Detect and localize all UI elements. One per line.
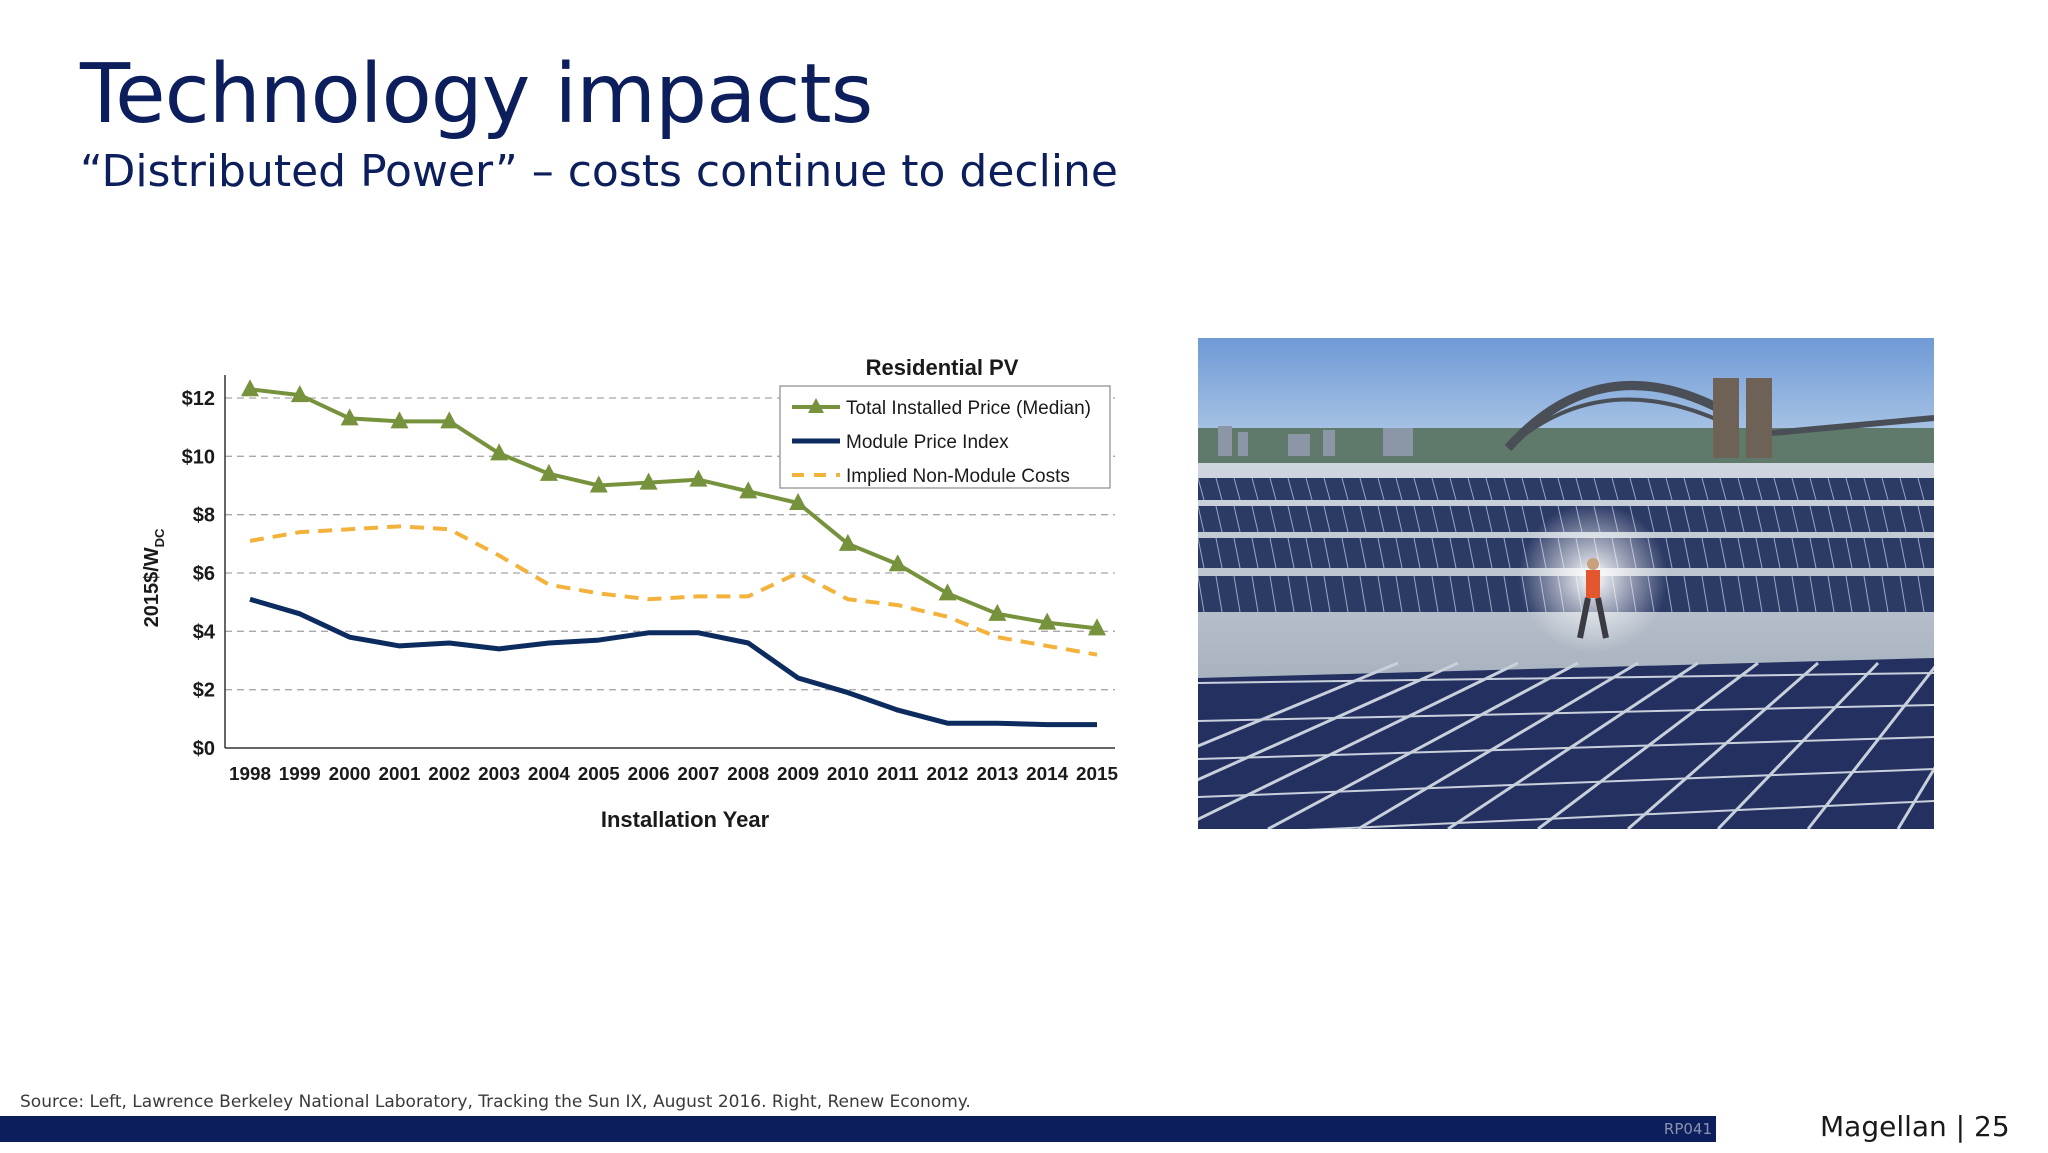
- x-tick-labels: 1998 1999 2000 2001 2002 2003 2004 2005 2006 2007…: [229, 764, 1118, 784]
- solar-panels-photo: [1198, 338, 1934, 829]
- worker-figure: [1577, 558, 1609, 639]
- y-tick-label: $10: [182, 446, 215, 468]
- y-tick-label: $4: [193, 621, 216, 643]
- x-tick-label: 2005: [578, 764, 620, 784]
- y-tick-label: $12: [182, 388, 215, 410]
- data-point: [290, 385, 309, 403]
- x-tick-label: 2010: [827, 764, 869, 784]
- slide-title: Technology impacts: [80, 47, 873, 142]
- x-tick-label: 2008: [727, 764, 769, 784]
- data-point: [938, 583, 957, 601]
- series-line: [249, 596, 1097, 728]
- legend-label: Total Installed Price (Median): [846, 398, 1091, 419]
- data-point: [888, 554, 907, 572]
- y-tick-label: $0: [193, 738, 215, 760]
- x-tick-label: 2003: [478, 764, 520, 784]
- x-tick-label: 1998: [229, 764, 271, 784]
- data-point: [838, 533, 857, 551]
- data-point: [739, 481, 758, 499]
- chart-axes: [224, 375, 1115, 749]
- legend-label: Module Price Index: [846, 432, 1009, 453]
- series-line: [249, 524, 1098, 657]
- slide-subtitle: “Distributed Power” – costs continue to …: [80, 146, 1118, 197]
- chart-series: [241, 379, 1106, 728]
- footer-bar: RP041: [0, 1116, 1716, 1142]
- data-point: [639, 472, 658, 490]
- footer-code: RP041: [1663, 1120, 1712, 1138]
- x-tick-label: 2007: [677, 764, 719, 784]
- y-axis-label: 2015$/WDC: [141, 528, 167, 627]
- chart-title: Residential PV: [866, 355, 1019, 380]
- x-tick-label: 2000: [329, 764, 371, 784]
- data-point: [988, 603, 1007, 621]
- y-tick-labels: $0 $2 $4 $6 $8 $10 $12: [182, 388, 216, 760]
- x-tick-label: 2001: [378, 764, 420, 784]
- x-tick-label: 2015: [1076, 764, 1118, 784]
- data-point: [539, 463, 558, 481]
- legend-marker: [808, 398, 824, 413]
- chart-legend: Total Installed Price (Median) Module Pri…: [779, 385, 1111, 489]
- data-point: [1038, 612, 1057, 630]
- legend-label: Implied Non-Module Costs: [846, 466, 1070, 487]
- x-tick-label: 2006: [628, 764, 670, 784]
- x-tick-label: 2002: [428, 764, 470, 784]
- x-tick-label: 2013: [976, 764, 1018, 784]
- data-point: [490, 443, 509, 461]
- data-point: [789, 493, 808, 510]
- y-tick-label: $8: [193, 505, 215, 527]
- x-tick-label: 2012: [927, 764, 969, 784]
- x-tick-label: 2011: [877, 764, 919, 784]
- x-tick-label: 2009: [777, 764, 819, 784]
- data-point: [440, 411, 459, 429]
- series-line: [249, 387, 1098, 631]
- data-point: [589, 475, 608, 493]
- data-point: [689, 469, 708, 487]
- x-tick-label: 2004: [528, 764, 570, 784]
- residential-pv-chart: $0 $2 $4 $6 $8 $10 $12 1998 1999 2000 2001 2002 200…: [141, 355, 1118, 832]
- footer-brand: Magellan | 25: [1820, 1110, 2010, 1143]
- x-axis-label: Installation Year: [601, 807, 770, 832]
- y-tick-label: $6: [193, 563, 215, 585]
- x-tick-label: 2014: [1026, 764, 1068, 784]
- y-tick-label: $2: [193, 680, 215, 702]
- data-point: [241, 379, 259, 397]
- data-point: [340, 408, 359, 426]
- x-tick-label: 1999: [279, 764, 321, 784]
- source-note: Source: Left, Lawrence Berkeley National…: [20, 1092, 971, 1112]
- data-point: [1088, 618, 1106, 636]
- data-point: [390, 411, 409, 429]
